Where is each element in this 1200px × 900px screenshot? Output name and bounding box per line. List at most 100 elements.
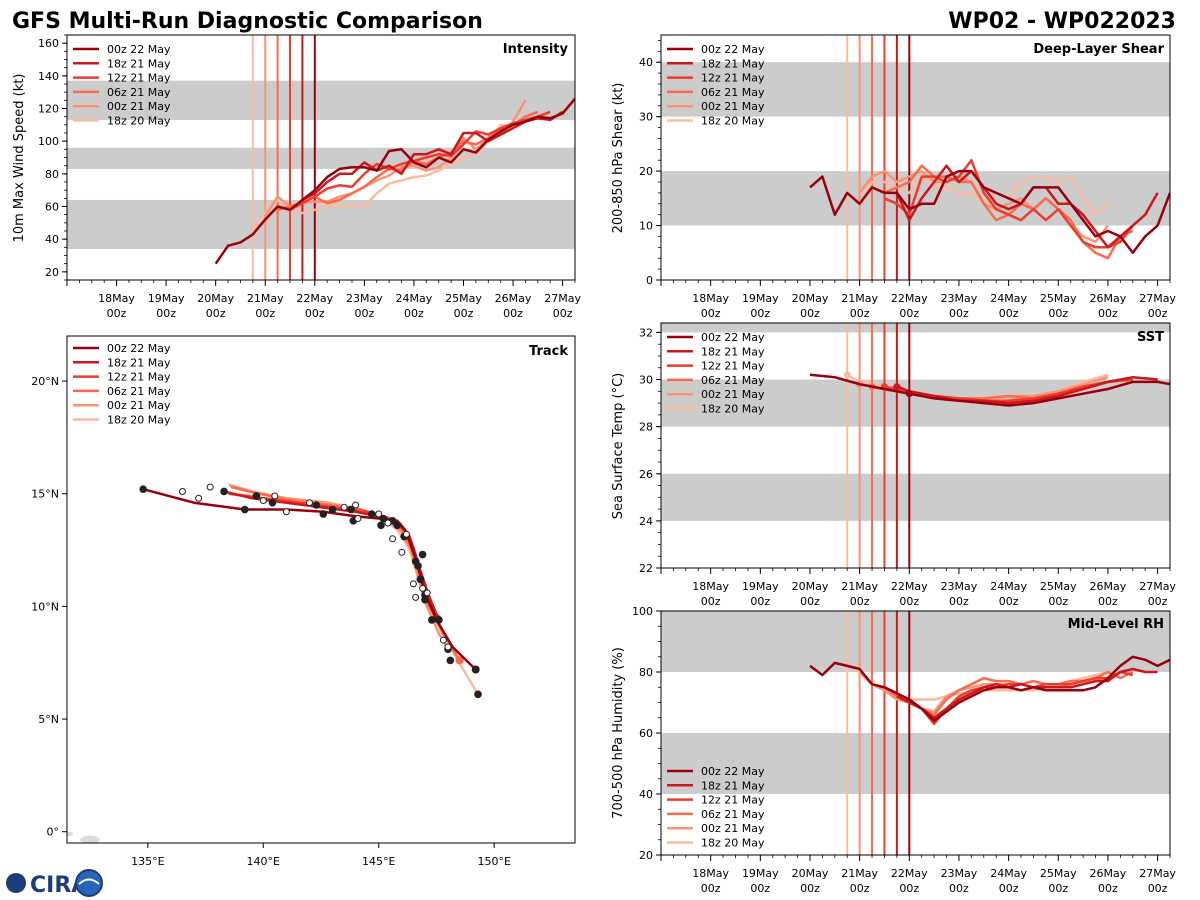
shear-xtick-label-3: 21May [841, 292, 878, 305]
sst-xtick-sublabel-3: 00z [850, 595, 870, 608]
track-halfday-marker [389, 535, 397, 543]
sst-legend-label-5: 18z 20 May [701, 403, 765, 416]
track-daily-marker-2 [418, 550, 427, 559]
track-halfday-marker [282, 508, 290, 516]
rh-ylabel: 700-500 hPa Humidity (%) [611, 647, 626, 819]
rh-xtick-sublabel-7: 00z [1048, 882, 1068, 895]
sst-init-dot-5 [843, 371, 851, 379]
track-halfday-marker [375, 510, 383, 518]
shear-xtick-sublabel-3: 00z [850, 307, 870, 320]
shear-xtick-label-8: 26May [1090, 292, 1127, 305]
intensity-legend-label-5: 18z 20 May [107, 115, 171, 128]
shear-xtick-label-4: 22May [891, 292, 928, 305]
track-ytick-label-1: 5°N [38, 713, 59, 726]
rh-ytick-label-4: 100 [632, 605, 653, 618]
intensity-ytick-label-0: 20 [45, 266, 59, 279]
rh-xtick-sublabel-9: 00z [1148, 882, 1168, 895]
track-daily-marker-3 [416, 575, 425, 584]
sst-xtick-sublabel-2: 00z [800, 595, 820, 608]
track-halfday-marker [384, 519, 392, 527]
intensity-xtick-sublabel-6: 00z [404, 307, 424, 320]
track-halfday-marker [271, 492, 279, 500]
track-halfday-marker [259, 496, 267, 504]
track-halfday-marker [398, 548, 406, 556]
track-daily-marker-2 [368, 510, 376, 518]
sst-series-0 [809, 373, 1170, 407]
intensity-series-5 [251, 123, 514, 232]
track-halfday-marker [352, 501, 360, 509]
rh-xtick-sublabel-0: 00z [701, 882, 721, 895]
shear-ytick-label-0: 0 [646, 274, 653, 287]
shear-legend-label-0: 00z 22 May [701, 43, 765, 56]
shear-xtick-label-6: 24May [990, 292, 1027, 305]
rh-xtick-sublabel-2: 00z [800, 882, 820, 895]
sst-xtick-label-5: 23May [941, 580, 978, 593]
shear-xtick-sublabel-4: 00z [899, 307, 919, 320]
rh-legend-label-3: 06z 21 May [701, 808, 765, 821]
intensity-xtick-label-5: 23May [346, 292, 383, 305]
sst-title: SST [1137, 330, 1164, 345]
panel-shear: 0 10 20 30 40 18May 00z 19May 00z 20May 00z 21May 00… [611, 34, 1176, 320]
rh-title: Mid-Level RH [1068, 617, 1164, 632]
shear-xtick-label-5: 23May [941, 292, 978, 305]
shear-xtick-label-0: 18May [692, 292, 729, 305]
panel-track: 135°E 140°E 145°E 150°E 0° 5°N 10°N 15°N 20°N 00z… [31, 335, 576, 868]
rh-legend-label-0: 00z 22 May [701, 765, 765, 778]
shear-xtick-sublabel-7: 00z [1048, 307, 1068, 320]
track-series-5 [237, 492, 480, 695]
intensity-ytick-label-5: 120 [38, 103, 59, 116]
sst-xtick-sublabel-4: 00z [899, 595, 919, 608]
rh-band-0 [661, 733, 1170, 794]
intensity-legend-label-4: 00z 21 May [107, 100, 171, 113]
shear-title: Deep-Layer Shear [1033, 42, 1164, 57]
sst-xtick-label-8: 26May [1090, 580, 1127, 593]
intensity-plot: 20 40 60 80 100 120 140 160 18May 00z 19May 00z 20Ma… [38, 34, 581, 320]
rh-series-0 [809, 655, 1170, 723]
track-ytick-label-4: 20°N [31, 375, 59, 388]
track-daily-marker-3 [446, 656, 455, 665]
shear-frame [660, 34, 1171, 281]
logo-globe-right-icon [75, 869, 103, 897]
sst-xtick-label-0: 18May [692, 580, 729, 593]
intensity-legend-label-3: 06z 21 May [107, 86, 171, 99]
shear-series-5 [846, 175, 1109, 216]
shear-xtick-label-7: 25May [1040, 292, 1077, 305]
track-halfday-marker [419, 584, 427, 592]
track-daily-marker-1 [220, 487, 228, 496]
shear-xtick-sublabel-6: 00z [999, 307, 1019, 320]
track-halfday-marker [402, 530, 410, 538]
sst-xtick-label-4: 22May [891, 580, 928, 593]
track-daily-marker-1 [268, 498, 277, 507]
shear-series-0 [809, 169, 1170, 255]
figure-title: GFS Multi-Run Diagnostic Comparison [12, 9, 483, 34]
rh-xtick-sublabel-4: 00z [899, 882, 919, 895]
rh-xtick-sublabel-8: 00z [1098, 882, 1118, 895]
rh-xtick-label-5: 23May [941, 867, 978, 880]
intensity-xtick-sublabel-9: 00z [553, 307, 573, 320]
cira-logo: CIRA [6, 869, 103, 898]
sst-xtick-sublabel-7: 00z [1048, 595, 1068, 608]
track-frame [66, 335, 576, 844]
shear-legend-label-1: 18z 21 May [701, 57, 765, 70]
sst-xtick-sublabel-9: 00z [1148, 595, 1168, 608]
sst-xtick-sublabel-6: 00z [999, 595, 1019, 608]
track-ytick-label-2: 10°N [31, 600, 59, 613]
track-legend-label-5: 18z 20 May [107, 414, 171, 427]
rh-series-1 [896, 667, 1158, 720]
intensity-xtick-sublabel-2: 00z [206, 307, 226, 320]
track-halfday-marker [423, 589, 431, 597]
track-daily-marker-5 [377, 521, 385, 530]
logo-globe-left-icon [6, 873, 26, 893]
rh-xtick-label-9: 27May [1139, 867, 1176, 880]
rh-ytick-label-1: 40 [639, 788, 653, 801]
intensity-ytick-label-1: 40 [45, 233, 59, 246]
intensity-xtick-label-1: 19May [148, 292, 185, 305]
track-daily-marker-5 [474, 690, 482, 699]
sst-ytick-label-1: 24 [639, 515, 653, 528]
intensity-ytick-label-2: 60 [45, 201, 59, 214]
intensity-ytick-label-4: 100 [38, 135, 59, 148]
track-title: Track [529, 344, 568, 359]
rh-xtick-label-3: 21May [841, 867, 878, 880]
track-land-mass [80, 835, 101, 843]
